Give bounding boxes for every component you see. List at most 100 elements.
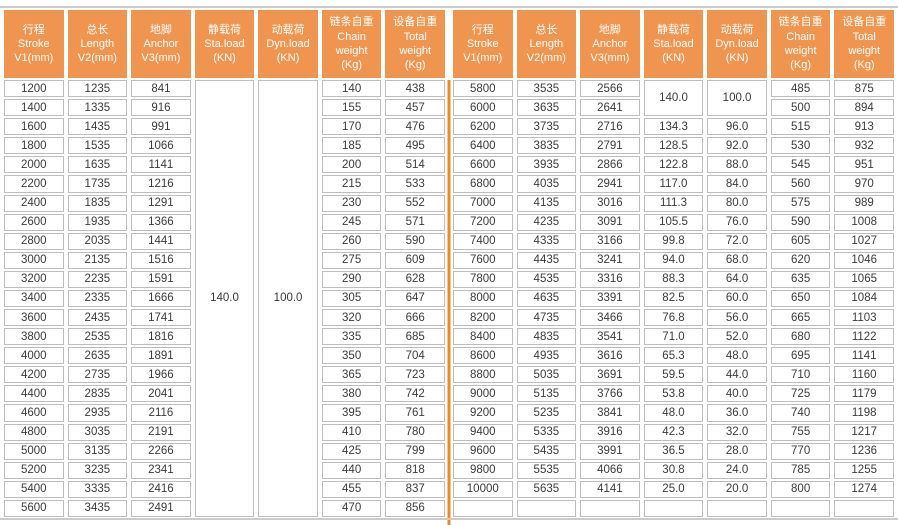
table-cell: 25.0: [643, 480, 704, 498]
column-header-right-3: 地脚 Anchor V3(mm): [580, 10, 640, 78]
table-cell: 88.3: [643, 270, 704, 288]
table-cell: 48.0: [707, 347, 767, 365]
table-cell: 30.8: [643, 461, 704, 479]
table-cell: 5400: [4, 480, 64, 498]
table-cell: 932: [834, 137, 894, 155]
column-header-line: Length: [529, 37, 564, 50]
table-cell: 1635: [67, 156, 128, 174]
column-header-line: 设备自重: [393, 16, 438, 29]
table-cell: 514: [385, 156, 445, 174]
table-cell: 7200: [453, 213, 513, 231]
table-cell: 3616: [580, 347, 640, 365]
table-cell: 64.0: [707, 270, 767, 288]
table-cell: 3035: [67, 423, 128, 441]
column-header-line: 链条自重: [329, 16, 374, 29]
table-cell: 2600: [4, 213, 64, 231]
table-cell: 770: [770, 442, 831, 460]
table-cell: 111.3: [643, 194, 704, 212]
column-header-line: Dyn.load: [715, 37, 759, 50]
table-cell: 6000: [453, 99, 513, 117]
column-header-right-2: 总长 Length V2(mm): [516, 10, 577, 78]
merged-load-cell: 100.0: [707, 80, 767, 117]
table-cell: 666: [385, 309, 445, 327]
table-cell: 60.0: [707, 289, 767, 308]
table-cell: 457: [385, 99, 445, 117]
table-cell: 2341: [131, 461, 191, 479]
table-cell: 438: [385, 80, 445, 98]
table-cell: 590: [770, 213, 831, 231]
table-cell: 2191: [131, 423, 191, 441]
table-cell: 380: [321, 385, 382, 403]
table-cell: 5335: [516, 423, 577, 441]
table-cell: 3635: [516, 99, 577, 117]
table-cell: 2135: [67, 251, 128, 269]
table-cell: [580, 499, 640, 517]
table-cell: 365: [321, 366, 382, 384]
table-cell: 48.0: [643, 404, 704, 422]
table-cell: 8400: [453, 328, 513, 346]
table-cell: 350: [321, 347, 382, 365]
table-cell: 82.5: [643, 289, 704, 308]
table-cell: 290: [321, 270, 382, 288]
table-cell: 530: [770, 137, 831, 155]
table-cell: 1066: [131, 137, 191, 155]
table-cell: 170: [321, 118, 382, 136]
column-header-line: weight: [848, 45, 881, 57]
table-cell: 185: [321, 137, 382, 155]
table-cell: 3235: [67, 461, 128, 479]
center-divider-line: [447, 80, 451, 525]
table-cell: 3466: [580, 309, 640, 327]
table-cell: 1274: [834, 480, 894, 498]
table-cell: 4035: [516, 175, 577, 193]
table-cell: 650: [770, 289, 831, 308]
table-cell: 894: [834, 99, 894, 117]
table-cell: 3600: [4, 309, 64, 327]
table-cell: 1600: [4, 118, 64, 136]
table-cell: 841: [131, 80, 191, 98]
table-right-half: 行程 Stroke V1(mm) 总长 Length V2(mm) 地脚 Anchor V3(m…: [453, 10, 894, 517]
column-header-right-4: 静载荷 Sta.load (KN): [643, 10, 704, 78]
table-cell: 1816: [131, 328, 191, 346]
column-header-line: (Kg): [404, 59, 426, 72]
table-cell: 320: [321, 309, 382, 327]
table-cell: 913: [834, 118, 894, 136]
table-cell: 4066: [580, 461, 640, 479]
table-cell: 800: [770, 480, 831, 498]
column-header-line: 地脚: [149, 23, 172, 36]
column-header-line: (KN): [662, 52, 685, 65]
column-header-line: Dyn.load: [266, 37, 310, 50]
table-cell: 2866: [580, 156, 640, 174]
table-cell: 1335: [67, 99, 128, 117]
table-cell: 7400: [453, 232, 513, 250]
table-cell: 2535: [67, 328, 128, 346]
table-cell: 76.8: [643, 309, 704, 327]
table-cell: 1103: [834, 309, 894, 327]
table-cell: 4735: [516, 309, 577, 327]
column-header-line: 总长: [535, 23, 558, 36]
table-cell: 989: [834, 194, 894, 212]
table-cell: 4435: [516, 251, 577, 269]
table-cell: 215: [321, 175, 382, 193]
table-cell: 9200: [453, 404, 513, 422]
table-cell: 440: [321, 461, 382, 479]
table-cell: 1198: [834, 404, 894, 422]
column-header-left-5: 动载荷 Dyn.load (KN): [258, 10, 318, 78]
table-cell: 9600: [453, 442, 513, 460]
table-cell: [516, 499, 577, 517]
column-header-right-6: 链条自重 Chain weight (Kg): [770, 10, 831, 78]
column-header-line: 行程: [471, 23, 494, 36]
table-cell: 3400: [4, 289, 64, 308]
table-cell: [643, 499, 704, 517]
column-header-right-1: 行程 Stroke V1(mm): [453, 10, 513, 78]
table-cell: 2791: [580, 137, 640, 155]
column-header-line: Sta.load: [204, 37, 245, 50]
table-cell: 647: [385, 289, 445, 308]
table-cell: 723: [385, 366, 445, 384]
table-cell: 2941: [580, 175, 640, 193]
table-cell: 856: [385, 499, 445, 517]
table-cell: 71.0: [643, 328, 704, 346]
table-cell: 1535: [67, 137, 128, 155]
table-cell: 485: [770, 80, 831, 98]
table-cell: 3800: [4, 328, 64, 346]
table-cell: 395: [321, 404, 382, 422]
